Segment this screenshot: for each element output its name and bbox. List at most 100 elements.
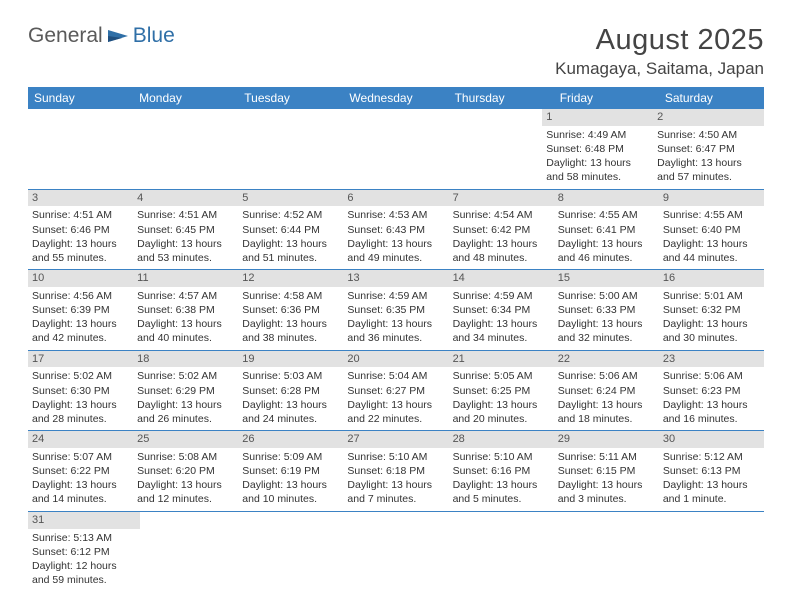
day-detail-line: and 10 minutes. <box>242 492 339 506</box>
day-number: 10 <box>28 270 133 287</box>
day-detail-line: Sunrise: 5:09 AM <box>242 450 339 464</box>
day-number: 9 <box>659 190 764 207</box>
day-detail-line: and 30 minutes. <box>663 331 760 345</box>
day-number: 7 <box>449 190 554 207</box>
day-detail-line: Sunset: 6:27 PM <box>347 384 444 398</box>
day-detail-line: Daylight: 13 hours <box>347 478 444 492</box>
day-number: 5 <box>238 190 343 207</box>
day-detail-line: Daylight: 13 hours <box>453 317 550 331</box>
day-detail-line: and 7 minutes. <box>347 492 444 506</box>
day-number: 4 <box>133 190 238 207</box>
day-cell: 3Sunrise: 4:51 AMSunset: 6:46 PMDaylight… <box>28 190 133 270</box>
day-detail-line: and 3 minutes. <box>558 492 655 506</box>
empty-day-cell <box>452 512 556 592</box>
day-detail-line: Sunrise: 5:00 AM <box>558 289 655 303</box>
day-detail-line: Sunrise: 5:10 AM <box>453 450 550 464</box>
day-detail-line: Daylight: 13 hours <box>663 478 760 492</box>
day-detail-line: Sunset: 6:48 PM <box>546 142 649 156</box>
day-detail-line: and 26 minutes. <box>137 412 234 426</box>
day-detail-line: Sunset: 6:38 PM <box>137 303 234 317</box>
day-detail-line: Sunrise: 5:01 AM <box>663 289 760 303</box>
day-cell: 19Sunrise: 5:03 AMSunset: 6:28 PMDayligh… <box>238 351 343 431</box>
day-detail-line: Daylight: 13 hours <box>242 237 339 251</box>
day-number: 12 <box>238 270 343 287</box>
day-cell: 17Sunrise: 5:02 AMSunset: 6:30 PMDayligh… <box>28 351 133 431</box>
weekday-header: Thursday <box>449 87 554 109</box>
day-detail-line: Sunset: 6:30 PM <box>32 384 129 398</box>
day-detail-line: Sunrise: 4:58 AM <box>242 289 339 303</box>
day-number: 17 <box>28 351 133 368</box>
weekday-header: Wednesday <box>343 87 448 109</box>
day-cell: 22Sunrise: 5:06 AMSunset: 6:24 PMDayligh… <box>554 351 659 431</box>
day-cell: 29Sunrise: 5:11 AMSunset: 6:15 PMDayligh… <box>554 431 659 511</box>
day-number: 25 <box>133 431 238 448</box>
day-detail-line: Sunrise: 4:51 AM <box>32 208 129 222</box>
day-number: 27 <box>343 431 448 448</box>
day-detail-line: Sunset: 6:24 PM <box>558 384 655 398</box>
title-block: August 2025 Kumagaya, Saitama, Japan <box>555 24 764 79</box>
day-cell: 21Sunrise: 5:05 AMSunset: 6:25 PMDayligh… <box>449 351 554 431</box>
week-row: 17Sunrise: 5:02 AMSunset: 6:30 PMDayligh… <box>28 351 764 432</box>
day-detail-line: Daylight: 13 hours <box>137 237 234 251</box>
day-number: 16 <box>659 270 764 287</box>
day-detail-line: and 40 minutes. <box>137 331 234 345</box>
day-detail-line: Sunset: 6:16 PM <box>453 464 550 478</box>
day-number: 8 <box>554 190 659 207</box>
day-cell: 26Sunrise: 5:09 AMSunset: 6:19 PMDayligh… <box>238 431 343 511</box>
day-detail-line: and 38 minutes. <box>242 331 339 345</box>
day-detail-line: Daylight: 13 hours <box>137 317 234 331</box>
day-detail-line: Sunset: 6:20 PM <box>137 464 234 478</box>
empty-day-cell <box>439 109 542 189</box>
day-number: 15 <box>554 270 659 287</box>
day-detail-line: Sunset: 6:45 PM <box>137 223 234 237</box>
day-detail-line: and 12 minutes. <box>137 492 234 506</box>
week-row: 10Sunrise: 4:56 AMSunset: 6:39 PMDayligh… <box>28 270 764 351</box>
day-cell: 23Sunrise: 5:06 AMSunset: 6:23 PMDayligh… <box>659 351 764 431</box>
day-detail-line: Sunrise: 5:03 AM <box>242 369 339 383</box>
day-detail-line: and 44 minutes. <box>663 251 760 265</box>
day-detail-line: Sunrise: 4:59 AM <box>453 289 550 303</box>
day-detail-line: Daylight: 13 hours <box>32 237 129 251</box>
day-detail-line: Sunrise: 4:49 AM <box>546 128 649 142</box>
day-detail-line: Daylight: 13 hours <box>242 398 339 412</box>
day-cell: 5Sunrise: 4:52 AMSunset: 6:44 PMDaylight… <box>238 190 343 270</box>
day-number: 28 <box>449 431 554 448</box>
empty-day-cell <box>131 109 234 189</box>
day-detail-line: Daylight: 13 hours <box>242 317 339 331</box>
day-detail-line: and 1 minute. <box>663 492 760 506</box>
day-detail-line: Sunset: 6:47 PM <box>657 142 760 156</box>
day-detail-line: Sunset: 6:34 PM <box>453 303 550 317</box>
empty-day-cell <box>556 512 660 592</box>
day-detail-line: Sunset: 6:44 PM <box>242 223 339 237</box>
day-detail-line: Sunset: 6:15 PM <box>558 464 655 478</box>
day-detail-line: Daylight: 13 hours <box>453 237 550 251</box>
day-detail-line: Sunrise: 5:05 AM <box>453 369 550 383</box>
day-number: 18 <box>133 351 238 368</box>
day-number: 22 <box>554 351 659 368</box>
day-detail-line: Sunset: 6:32 PM <box>663 303 760 317</box>
weeks-container: 1Sunrise: 4:49 AMSunset: 6:48 PMDaylight… <box>28 109 764 591</box>
day-detail-line: Sunset: 6:29 PM <box>137 384 234 398</box>
day-cell: 18Sunrise: 5:02 AMSunset: 6:29 PMDayligh… <box>133 351 238 431</box>
day-detail-line: Daylight: 13 hours <box>242 478 339 492</box>
calendar-page: General Blue August 2025 Kumagaya, Saita… <box>0 0 792 591</box>
day-detail-line: Sunrise: 5:06 AM <box>558 369 655 383</box>
day-detail-line: and 5 minutes. <box>453 492 550 506</box>
day-detail-line: Sunrise: 5:13 AM <box>32 531 136 545</box>
day-detail-line: and 20 minutes. <box>453 412 550 426</box>
day-detail-line: Daylight: 13 hours <box>347 398 444 412</box>
day-cell: 28Sunrise: 5:10 AMSunset: 6:16 PMDayligh… <box>449 431 554 511</box>
day-detail-line: Daylight: 13 hours <box>453 398 550 412</box>
logo-flag-icon <box>108 28 130 44</box>
day-cell: 14Sunrise: 4:59 AMSunset: 6:34 PMDayligh… <box>449 270 554 350</box>
day-number: 31 <box>28 512 140 529</box>
day-cell: 13Sunrise: 4:59 AMSunset: 6:35 PMDayligh… <box>343 270 448 350</box>
day-detail-line: Daylight: 13 hours <box>558 478 655 492</box>
day-detail-line: and 14 minutes. <box>32 492 129 506</box>
calendar-grid: SundayMondayTuesdayWednesdayThursdayFrid… <box>28 87 764 591</box>
day-detail-line: Sunrise: 5:06 AM <box>663 369 760 383</box>
logo: General Blue <box>28 24 175 48</box>
day-detail-line: Daylight: 13 hours <box>32 317 129 331</box>
day-detail-line: Sunset: 6:18 PM <box>347 464 444 478</box>
day-detail-line: Sunset: 6:42 PM <box>453 223 550 237</box>
